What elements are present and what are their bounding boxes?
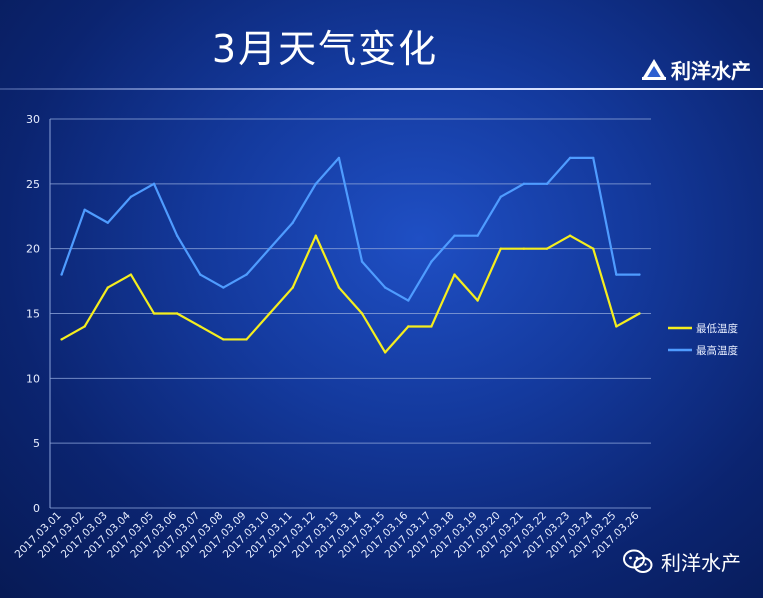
data-point — [522, 247, 526, 250]
wechat-watermark: 利洋水产 — [623, 547, 741, 576]
data-point — [245, 273, 248, 276]
data-point — [476, 299, 479, 302]
data-point — [522, 182, 526, 186]
y-tick-label: 10 — [26, 372, 40, 385]
watermark-text: 利洋水产 — [661, 551, 741, 575]
y-tick-label: 15 — [26, 308, 40, 321]
data-point — [453, 273, 456, 276]
data-point — [592, 156, 595, 160]
data-point — [615, 325, 618, 328]
slide-title: 3月天气变化 — [211, 27, 439, 71]
data-point — [360, 260, 364, 263]
y-tick-label: 5 — [33, 437, 40, 450]
header-divider — [0, 88, 763, 90]
data-point — [314, 234, 318, 237]
data-point — [360, 312, 364, 315]
y-tick-label: 20 — [26, 243, 40, 256]
data-point — [592, 247, 595, 250]
data-point — [337, 156, 341, 160]
data-point — [152, 312, 156, 315]
data-point — [638, 273, 641, 276]
wechat-icon — [623, 549, 653, 573]
data-point — [545, 247, 549, 250]
line-chart: 0510152025302017.03.012017.03.022017.03.… — [13, 113, 739, 561]
data-point — [476, 234, 479, 237]
data-point — [568, 156, 572, 160]
data-point — [222, 286, 225, 289]
data-point — [568, 234, 572, 237]
y-tick-label: 30 — [26, 113, 40, 126]
data-point — [60, 338, 63, 341]
logo-text: 利洋水产 — [671, 58, 751, 83]
data-point — [106, 286, 109, 289]
data-point — [268, 312, 271, 315]
series-line-1 — [61, 234, 640, 354]
data-point — [83, 208, 86, 211]
data-point — [60, 273, 63, 276]
data-point — [453, 234, 456, 237]
brand-logo: 利洋水产 — [641, 54, 751, 84]
y-tick-label: 0 — [33, 502, 40, 515]
data-point — [83, 325, 86, 328]
legend-label: 最低温度 — [696, 322, 738, 335]
data-point — [129, 273, 133, 276]
data-point — [383, 286, 387, 289]
data-point — [245, 338, 248, 341]
series-line-2 — [60, 156, 640, 302]
data-point — [199, 273, 202, 276]
data-point — [291, 286, 294, 289]
data-point — [638, 312, 641, 315]
data-point — [199, 325, 202, 328]
data-point — [291, 221, 294, 224]
data-point — [407, 325, 410, 328]
data-point — [430, 325, 433, 328]
data-point — [499, 247, 502, 250]
data-point — [383, 351, 387, 354]
legend-label: 最高温度 — [696, 344, 738, 357]
data-point — [407, 299, 410, 302]
data-point — [222, 338, 225, 341]
mountain-logo-icon — [642, 59, 666, 80]
y-tick-label: 25 — [26, 178, 40, 191]
data-point — [175, 312, 179, 315]
data-point — [152, 182, 156, 186]
data-point — [106, 221, 109, 224]
data-point — [175, 234, 179, 237]
data-point — [615, 273, 618, 276]
data-point — [314, 182, 318, 186]
data-point — [129, 195, 133, 198]
data-point — [499, 195, 502, 198]
data-point — [545, 182, 549, 186]
data-point — [268, 247, 271, 250]
data-point — [337, 286, 341, 289]
data-point — [430, 260, 433, 263]
